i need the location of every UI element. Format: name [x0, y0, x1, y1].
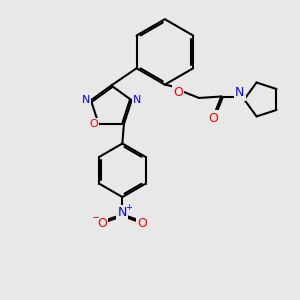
Text: −: −	[92, 213, 100, 224]
Text: N: N	[118, 206, 127, 219]
Text: O: O	[89, 119, 98, 129]
Text: O: O	[208, 112, 218, 125]
Text: +: +	[125, 202, 132, 211]
Text: O: O	[97, 217, 107, 230]
Text: O: O	[138, 217, 148, 230]
Text: N: N	[81, 95, 90, 105]
Text: N: N	[133, 95, 141, 105]
Text: N: N	[235, 86, 244, 99]
Text: O: O	[173, 85, 183, 98]
